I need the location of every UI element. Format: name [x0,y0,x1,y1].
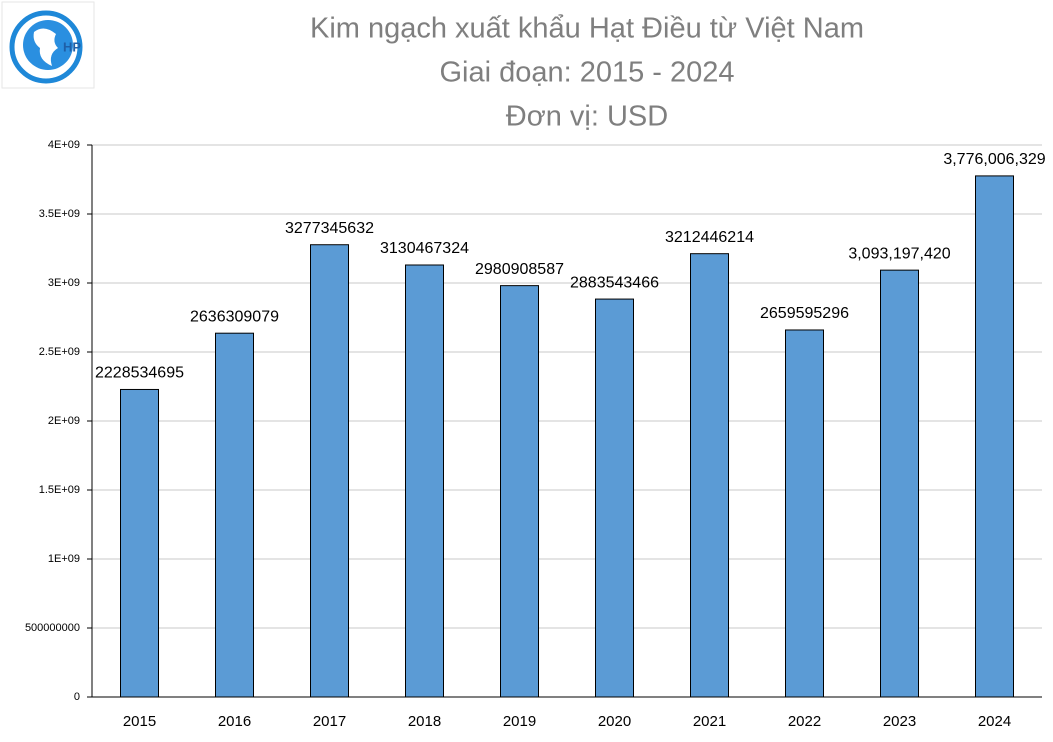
x-tick-label: 2016 [218,713,251,730]
x-tick-label: 2024 [978,713,1011,730]
y-tick-label: 500000000 [25,622,80,634]
bar [595,298,634,698]
value-label: 3,093,197,420 [848,245,950,262]
value-label: 2636309079 [190,308,279,325]
y-tick-label: 3.5E+09 [39,208,80,220]
x-tick-label: 2023 [883,713,916,730]
y-tick-label: 2E+09 [48,415,80,427]
y-tick-label: 2.5E+09 [39,346,80,358]
bar [310,244,349,698]
value-label: 2980908587 [475,261,564,278]
bar [405,264,444,698]
value-label: 2228534695 [95,365,184,382]
bar [690,253,729,698]
x-tick-label: 2022 [788,713,821,730]
value-label: 3130467324 [380,240,469,257]
y-tick-label: 1E+09 [48,553,80,565]
value-label: 3277345632 [285,220,374,237]
bar [500,285,539,698]
bar [215,332,254,698]
chart-title: Kim ngạch xuất khẩu Hạt Điều từ Việt Nam [310,13,864,45]
x-tick-label: 2020 [598,713,631,730]
y-tick-label: 0 [74,691,80,703]
x-tick-label: 2018 [408,713,441,730]
y-tick-label: 4E+09 [48,139,80,151]
x-tick-label: 2015 [123,713,156,730]
bar [120,388,159,698]
logo: HP [1,1,95,89]
unit-label: Đơn vị: USD [506,101,668,133]
chart-subtitle: Giai đoạn: 2015 - 2024 [439,57,734,89]
value-label: 2883543466 [570,274,659,291]
logo-map [33,28,58,67]
bar [880,269,919,698]
logo-text: HP [63,39,81,54]
x-tick-label: 2019 [503,713,536,730]
x-tick-label: 2017 [313,713,346,730]
bar [975,175,1014,698]
y-tick-label: 1.5E+09 [39,484,80,496]
value-label: 3212446214 [665,229,754,246]
x-tick-label: 2021 [693,713,726,730]
y-tick-label: 3E+09 [48,277,80,289]
value-label: 2659595296 [760,305,849,322]
logo-ring [9,10,83,84]
value-label: 3,776,006,329 [943,151,1045,168]
bar [785,329,824,698]
